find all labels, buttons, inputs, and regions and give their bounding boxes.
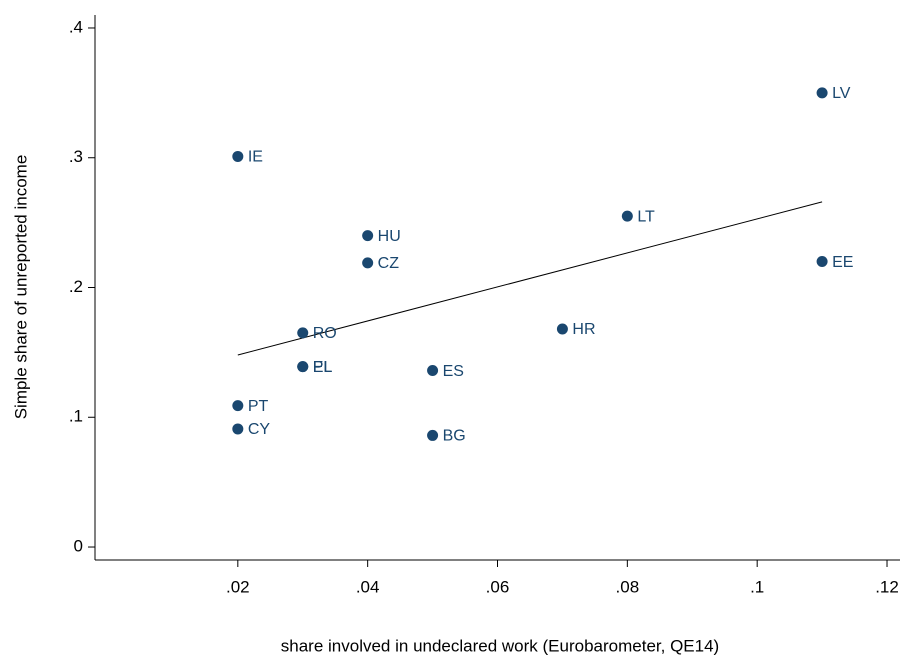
point <box>362 230 374 242</box>
y-tick-label: .4 <box>69 17 83 36</box>
point <box>232 150 244 162</box>
point-label: EL <box>313 359 333 376</box>
point <box>427 365 439 377</box>
point-label: HU <box>378 228 401 245</box>
point-label: RO <box>313 325 337 342</box>
point <box>427 429 439 441</box>
point-label: BG <box>443 428 466 445</box>
x-axis-label: share involved in undeclared work (Eurob… <box>281 636 719 655</box>
x-tick-label: .08 <box>616 577 640 596</box>
y-axis-label: Simple share of unreported income <box>11 155 30 420</box>
y-tick-label: .3 <box>69 147 83 166</box>
point-label: CY <box>248 421 271 438</box>
x-tick-label: .06 <box>486 577 510 596</box>
point <box>816 256 828 268</box>
point <box>362 257 374 269</box>
point <box>297 327 309 339</box>
y-tick-label: 0 <box>74 537 83 556</box>
x-tick-label: .04 <box>356 577 380 596</box>
point <box>816 87 828 99</box>
point-label: ES <box>443 363 464 380</box>
point-label: PT <box>248 398 269 415</box>
point <box>232 423 244 435</box>
point-label: CZ <box>378 255 400 272</box>
point-label: LT <box>637 208 655 225</box>
point-label: IE <box>248 149 263 166</box>
y-tick-label: .2 <box>69 277 83 296</box>
x-tick-label: .12 <box>875 577 899 596</box>
point-label: EE <box>832 254 853 271</box>
point-label: LV <box>832 85 851 102</box>
x-tick-label: .02 <box>226 577 250 596</box>
x-tick-label: .1 <box>750 577 764 596</box>
point-label: PL <box>313 359 333 376</box>
point-label: HR <box>572 321 595 338</box>
point <box>232 400 244 412</box>
fit-line <box>237 201 823 356</box>
point <box>621 210 633 222</box>
point <box>297 361 309 373</box>
y-tick-label: .1 <box>69 407 83 426</box>
point <box>556 323 568 335</box>
